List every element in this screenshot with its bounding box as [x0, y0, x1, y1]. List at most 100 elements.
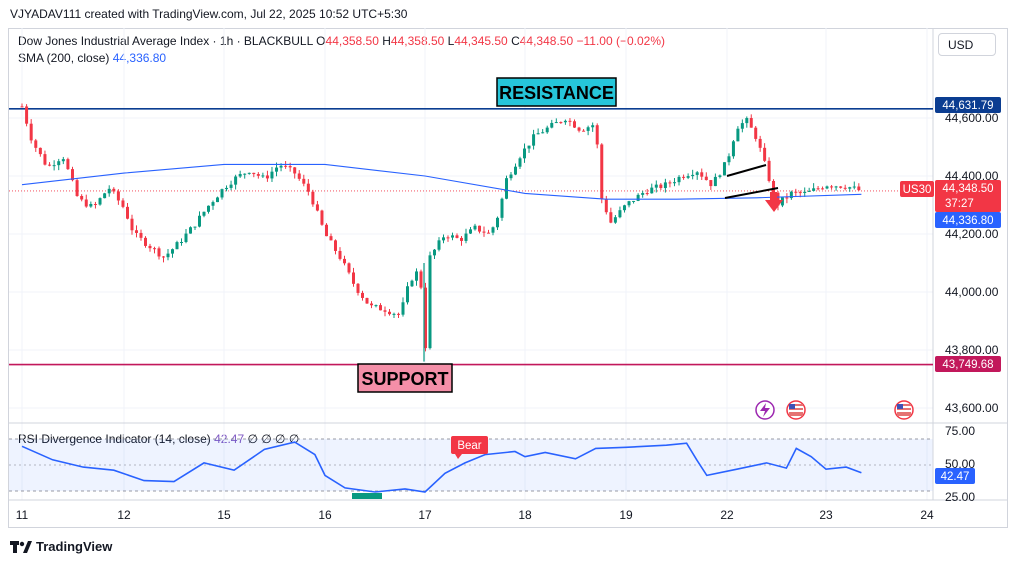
- candle-body: [25, 106, 29, 124]
- currency-selector[interactable]: USD: [938, 33, 996, 56]
- candle-body: [727, 156, 731, 163]
- time-tick: 11: [16, 508, 29, 522]
- candle-body: [29, 123, 33, 141]
- candle-body: [207, 205, 210, 212]
- candle-body: [767, 160, 771, 181]
- rsi-line[interactable]: [21, 441, 862, 493]
- tradingview-logo-icon: [10, 540, 32, 553]
- candle-body: [700, 172, 704, 177]
- us-flag-icon[interactable]: [786, 400, 806, 420]
- time-tick: 19: [619, 508, 633, 522]
- lightning-icon[interactable]: [755, 400, 775, 420]
- candle-body: [636, 194, 640, 201]
- candle-body: [107, 188, 111, 194]
- time-axis[interactable]: 11 12 15 16 17 18 19 22 23 24: [16, 508, 934, 522]
- candle-body: [320, 210, 324, 225]
- candle-body: [98, 198, 102, 205]
- candle-body: [175, 242, 179, 250]
- candle-body: [361, 292, 364, 298]
- candle-body: [243, 173, 247, 175]
- bear-flag-pattern[interactable]: [724, 164, 779, 199]
- candle-body: [171, 249, 174, 254]
- candle-body: [514, 166, 517, 175]
- rsi-tick: 25.00: [945, 490, 975, 504]
- candle-body: [256, 174, 260, 176]
- time-tick: 18: [518, 508, 532, 522]
- support-label-box[interactable]: SUPPORT: [357, 363, 453, 393]
- candle-body: [419, 271, 423, 288]
- credit-line: VJYADAV111 created with TradingView.com,…: [10, 7, 408, 21]
- candle-body: [609, 212, 613, 223]
- sma-legend[interactable]: SMA (200, close) 44,336.80: [18, 51, 166, 65]
- candle-body: [821, 188, 825, 190]
- candle-body: [325, 224, 328, 237]
- price-axis[interactable]: 44,600.00 44,400.00 44,200.00 44,000.00 43,8…: [945, 111, 999, 415]
- price-tick: 44,200.00: [945, 227, 999, 241]
- candle-body: [229, 184, 233, 188]
- candle-body: [103, 193, 107, 199]
- candle-body: [84, 199, 88, 207]
- price-tick: 43,600.00: [945, 401, 999, 415]
- svg-text:44,336.80: 44,336.80: [942, 215, 993, 227]
- candle-body: [632, 200, 636, 202]
- candle-body: [482, 231, 486, 233]
- candle-body: [193, 226, 197, 228]
- candle-body: [839, 186, 843, 188]
- candle-body: [852, 186, 856, 188]
- candle-body: [52, 165, 56, 167]
- candle-body: [830, 186, 834, 188]
- candle-body: [536, 133, 540, 135]
- time-tick: 15: [217, 508, 231, 522]
- resistance-label-box[interactable]: RESISTANCE: [496, 77, 617, 107]
- candle-body: [139, 232, 143, 238]
- bear-marker[interactable]: Bear: [451, 436, 488, 459]
- candle-body: [691, 174, 695, 177]
- candle-body: [613, 217, 617, 223]
- candle-body: [144, 237, 147, 246]
- candle-body: [180, 242, 183, 244]
- candle-body: [545, 127, 549, 133]
- candle-body: [265, 175, 269, 179]
- candle-body: [473, 225, 477, 230]
- candle-body: [189, 227, 192, 234]
- candle-body: [401, 302, 405, 315]
- candle-body: [148, 245, 152, 249]
- rsi-legend[interactable]: RSI Divergence Indicator (14, close) 42.…: [18, 432, 299, 446]
- candle-body: [43, 154, 47, 165]
- candle-body: [857, 186, 861, 191]
- candle-body: [591, 125, 595, 128]
- candle-body: [604, 199, 608, 213]
- candle-body: [238, 174, 242, 177]
- candle-body: [622, 205, 626, 211]
- candle-body: [157, 248, 161, 257]
- svg-text:43,749.68: 43,749.68: [942, 359, 993, 371]
- bull-marker[interactable]: [352, 493, 382, 499]
- candle-body: [541, 132, 545, 134]
- price-tick: 44,000.00: [945, 285, 999, 299]
- sma-200-line[interactable]: [21, 163, 862, 200]
- candle-body: [334, 240, 337, 251]
- candle-body: [284, 165, 288, 167]
- candle-body: [645, 193, 649, 195]
- candle-body: [315, 204, 319, 211]
- tradingview-logo[interactable]: TradingView: [10, 539, 112, 554]
- candle-body: [410, 280, 414, 287]
- candle-body: [442, 237, 445, 241]
- symbol-title[interactable]: Dow Jones Industrial Average Index · 1h …: [18, 34, 313, 48]
- candle-body: [66, 159, 70, 170]
- high-value: 44,358.50: [390, 34, 445, 48]
- candle-body: [785, 197, 789, 199]
- candle-body: [469, 229, 472, 234]
- candle-body: [446, 237, 450, 239]
- candle-body: [491, 227, 495, 233]
- rsi-value-tag: 42.47: [935, 468, 975, 484]
- candle-body: [807, 190, 811, 192]
- candle-body: [374, 305, 378, 307]
- candle-body: [816, 188, 820, 190]
- candle-body: [627, 201, 631, 206]
- candle-body: [568, 120, 572, 122]
- symbol-price-tag: US30: [900, 181, 934, 197]
- candle-body: [654, 184, 658, 188]
- us-flag-icon[interactable]: [894, 400, 914, 420]
